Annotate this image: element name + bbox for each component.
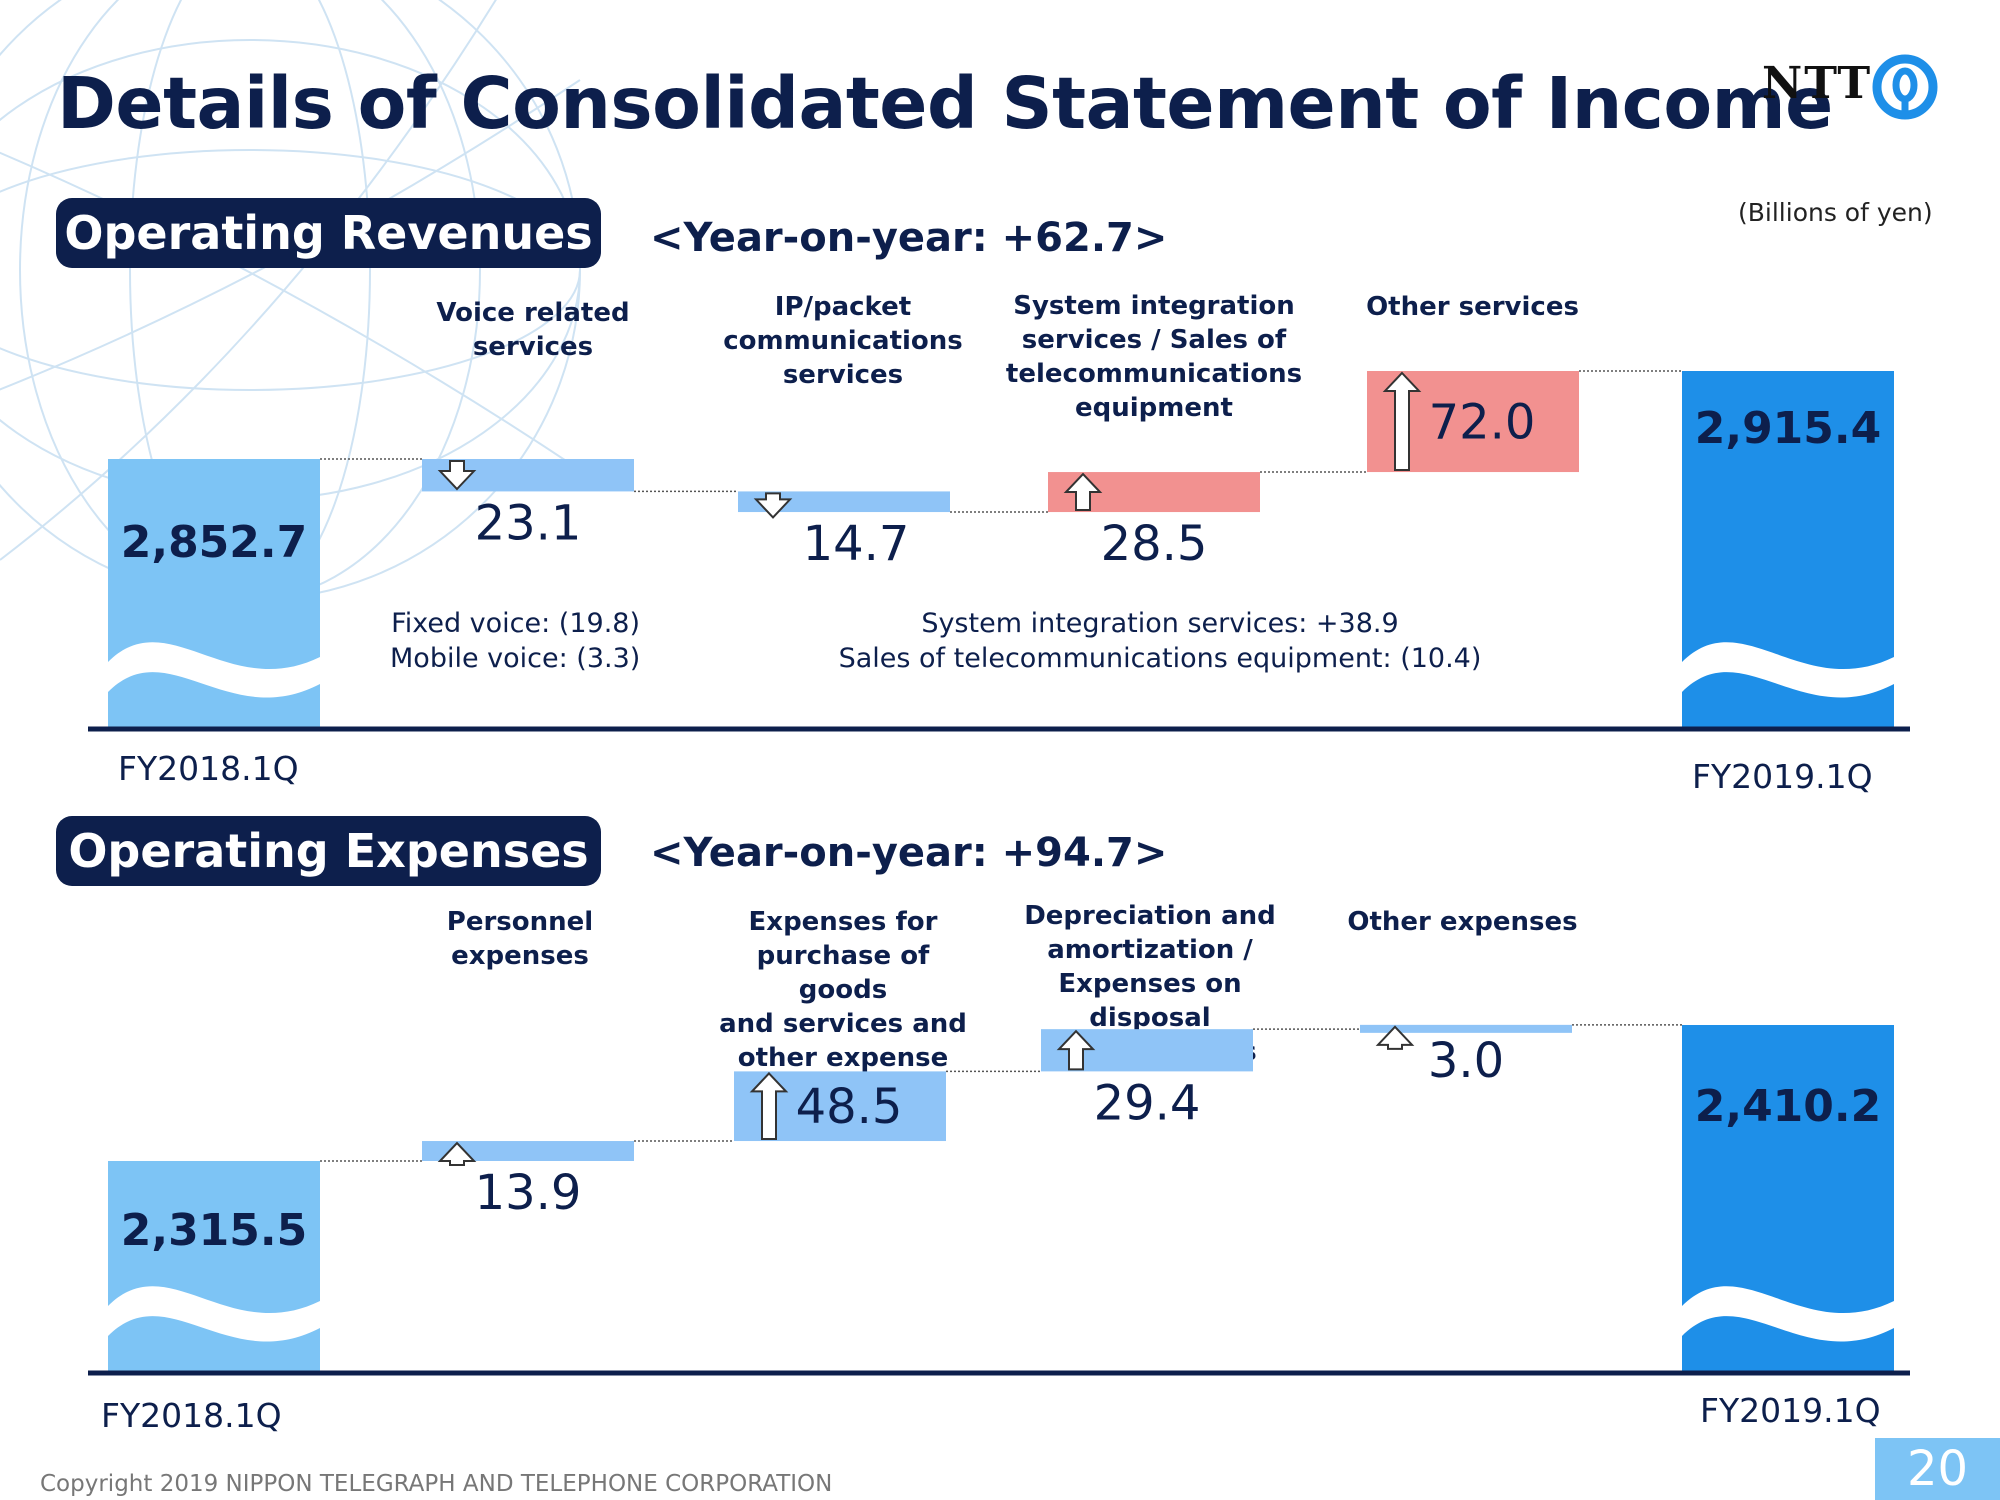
- revenues-waterfall: 2,852.7 2,915.4 23.1 14.7 28.5 72.0: [88, 370, 1910, 732]
- down-arrow-icon: [753, 492, 793, 519]
- change-value-label-2: 14.7: [803, 516, 910, 572]
- start-bar-wave: [108, 642, 320, 698]
- down-arrow-icon: [437, 460, 477, 491]
- change-bar-2: [738, 491, 950, 513]
- start-bar: [108, 1161, 320, 1371]
- revenues-category-system-integration: System integration services / Sales of tel…: [1005, 291, 1303, 423]
- up-arrow-icon: [437, 1141, 477, 1167]
- up-arrow-icon: [1375, 1025, 1415, 1050]
- ntt-logo-icon: [1872, 54, 1938, 120]
- units-label: (Billions of yen): [1738, 198, 1933, 227]
- logo-wordmark: NTT: [1762, 58, 1873, 109]
- change-value-label-1: 23.1: [475, 495, 582, 551]
- expenses-heading: Operating Expenses: [56, 816, 601, 886]
- change-bar-1: [422, 1141, 634, 1161]
- revenues-start-year: FY2018.1Q: [118, 749, 299, 788]
- start-value-label: 2,852.7: [121, 517, 308, 568]
- change-value-label-4: 72.0: [1429, 395, 1536, 451]
- expenses-end-year: FY2019.1Q: [1700, 1391, 1881, 1430]
- revenues-category-ip-packet: IP/packet communications services: [723, 292, 963, 390]
- revenues-end-year: FY2019.1Q: [1692, 757, 1873, 796]
- revenues-note-system-integration: System integration services: +38.9 Sales …: [838, 608, 1482, 674]
- revenues-category-voice: Voice related services: [436, 298, 630, 362]
- expenses-category-other: Other expenses: [1347, 907, 1578, 937]
- page-title: Details of Consolidated Statement of Inc…: [57, 62, 1833, 145]
- change-value-label-1: 13.9: [475, 1165, 582, 1221]
- revenues-heading: Operating Revenues: [56, 198, 601, 268]
- expenses-yoy: <Year-on-year: +94.7>: [650, 830, 1168, 876]
- up-arrow-icon: [1056, 1029, 1096, 1071]
- revenues-note-voice: Fixed voice: (19.8) Mobile voice: (3.3): [390, 608, 641, 674]
- change-value-label-3: 29.4: [1094, 1075, 1201, 1131]
- change-bar-4: [1360, 1024, 1572, 1033]
- end-bar-wave: [1682, 1286, 1894, 1342]
- revenues-yoy: <Year-on-year: +62.7>: [650, 215, 1168, 261]
- page-number: 20: [1875, 1438, 2000, 1500]
- expenses-start-year: FY2018.1Q: [101, 1396, 282, 1435]
- change-value-label-4: 3.0: [1428, 1033, 1504, 1089]
- up-arrow-icon: [1382, 371, 1422, 472]
- expenses-category-personnel: Personnel expenses: [446, 907, 594, 971]
- change-value-label-3: 28.5: [1101, 516, 1208, 572]
- end-bar-wave: [1682, 642, 1894, 698]
- copyright-footer: Copyright 2019 NIPPON TELEGRAPH AND TELE…: [40, 1471, 833, 1497]
- change-value-label-2: 48.5: [796, 1079, 903, 1135]
- expenses-waterfall: 2,315.5 2,410.2 13.9 48.5 29.4 3.0: [88, 1024, 1910, 1376]
- expenses-category-purchase: Expenses for purchase of goods and service…: [719, 907, 967, 1073]
- start-bar-wave: [108, 1286, 320, 1342]
- revenues-category-other: Other services: [1366, 292, 1579, 322]
- start-value-label: 2,315.5: [121, 1205, 308, 1256]
- end-value-label: 2,915.4: [1695, 403, 1882, 454]
- end-value-label: 2,410.2: [1695, 1081, 1882, 1132]
- up-arrow-icon: [1063, 472, 1103, 512]
- up-arrow-icon: [749, 1071, 789, 1141]
